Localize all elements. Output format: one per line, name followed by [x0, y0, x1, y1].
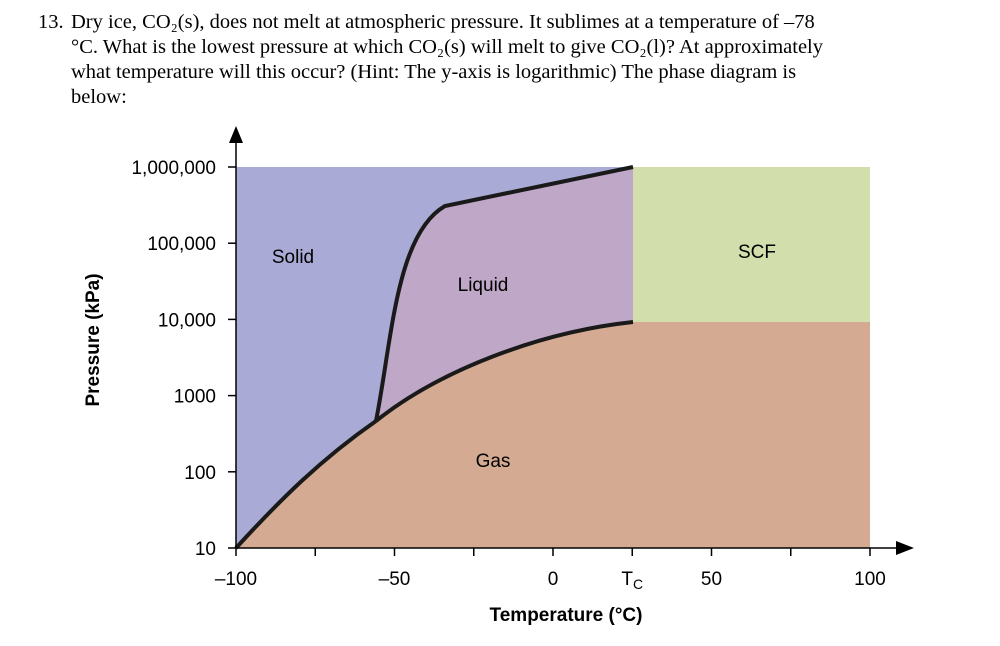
- x-tick-subscript: C: [633, 576, 643, 592]
- question-line-2: °C. What is the lowest pressure at which…: [71, 36, 824, 58]
- x-tick-label: 0: [548, 569, 559, 590]
- y-tick-label: 1,000,000: [131, 158, 216, 179]
- y-tick-label: 10,000: [158, 310, 216, 331]
- label-scf: SCF: [738, 242, 776, 263]
- sublimation-curve: [234, 419, 378, 550]
- y-axis-label: Pressure (kPa): [83, 273, 104, 406]
- y-tick-label: 100: [184, 463, 216, 484]
- region-gas: [236, 322, 870, 548]
- x-tick-label: 50: [701, 569, 722, 590]
- region-scf: [633, 167, 870, 322]
- y-ticks: 10 100 1000 10,000 100,000 1,000,000: [131, 158, 236, 560]
- label-solid: Solid: [272, 247, 314, 268]
- label-liquid: Liquid: [458, 275, 509, 296]
- x-ticks: –100 –50 0 TC 50 100: [215, 548, 886, 592]
- label-gas: Gas: [476, 451, 511, 472]
- region-liquid: [376, 167, 633, 421]
- y-tick-label: 10: [195, 539, 216, 560]
- melting-curve: [374, 165, 634, 422]
- x-tick-label: TC: [621, 569, 643, 592]
- y-tick-label: 100,000: [147, 234, 216, 255]
- x-axis-arrow: [896, 541, 914, 555]
- y-axis-arrow: [229, 126, 243, 143]
- question-text: 13. Dry ice, CO₂(s), does not melt at atm…: [38, 10, 888, 110]
- question-number: 13.: [38, 11, 64, 33]
- y-tick-label: 1000: [174, 387, 216, 408]
- question-line-1: 13. Dry ice, CO₂(s), does not melt at atm…: [38, 11, 815, 33]
- x-tick-label: –50: [379, 569, 411, 590]
- x-tick-label: –100: [215, 569, 257, 590]
- x-axis-label: Temperature (°C): [490, 605, 643, 626]
- question-line-3: what temperature will this occur? (Hint:…: [71, 61, 797, 83]
- x-tick-label: 100: [854, 569, 886, 590]
- question-line-4: below:: [71, 86, 127, 108]
- vaporization-curve: [374, 320, 634, 423]
